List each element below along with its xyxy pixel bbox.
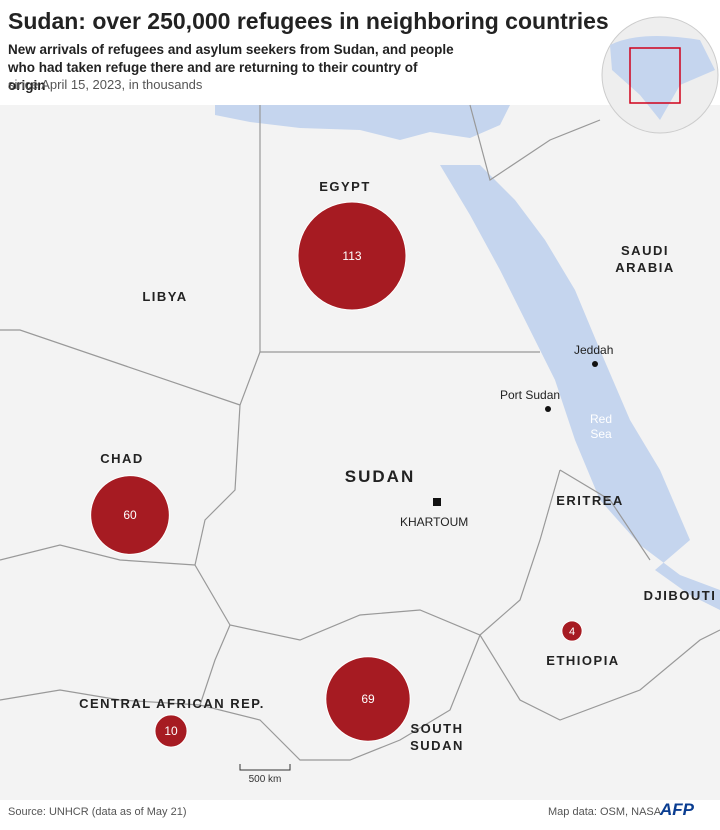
- border: [479, 629, 720, 721]
- bubble-label: 113: [342, 249, 361, 263]
- country-label: SOUTH SUDAN: [410, 721, 464, 753]
- borders: [0, 104, 720, 761]
- capital-marker: [433, 498, 441, 506]
- credit: Map data: OSM, NASA: [548, 806, 662, 818]
- note: since April 15, 2023, in thousands: [8, 77, 203, 92]
- bubble-label: 60: [123, 508, 137, 522]
- globe-water: [610, 36, 715, 120]
- city-label: Jeddah: [574, 343, 614, 357]
- country-label: CENTRAL AFRICAN REP.: [79, 696, 265, 711]
- border: [469, 104, 601, 181]
- country-label: CHAD: [100, 451, 144, 466]
- globe-frame: [629, 47, 681, 104]
- bubble: [154, 714, 188, 748]
- subtitle: New arrivals of refugees and asylum seek…: [8, 42, 454, 93]
- country-label: LIBYA: [142, 289, 188, 304]
- city-dot: [592, 361, 598, 367]
- title: Sudan: over 250,000 refugees in neighbor…: [8, 8, 609, 34]
- bubble-label: 4: [569, 626, 575, 638]
- scale-bar: [239, 764, 291, 771]
- city-dot: [545, 406, 551, 412]
- bubbles: 113 60 69 10 4: [90, 201, 583, 748]
- red-sea: [440, 165, 720, 610]
- bubble: [325, 656, 411, 742]
- border: [0, 329, 241, 406]
- country-label: ETHIOPIA: [546, 653, 620, 668]
- water-label: Red Sea: [589, 412, 612, 441]
- bubble: [90, 475, 170, 555]
- bubble: [297, 201, 407, 311]
- country-label: SUDAN: [344, 467, 416, 486]
- city-label: KHARTOUM: [400, 515, 469, 529]
- border: [199, 624, 231, 706]
- border: [0, 634, 481, 761]
- border: [194, 351, 561, 641]
- country-label: SAUDI ARABIA: [615, 243, 675, 275]
- country-label: ERITREA: [556, 493, 624, 508]
- country-label: EGYPT: [319, 179, 371, 194]
- bubble: [561, 620, 583, 642]
- mediterranean: [215, 105, 510, 140]
- logo: AFP: [660, 800, 694, 819]
- bubble-label: 69: [361, 692, 375, 706]
- bubble-label: 10: [164, 724, 178, 738]
- scale-label: 500 km: [249, 774, 282, 785]
- border: [559, 469, 651, 561]
- city-label: Port Sudan: [500, 388, 561, 402]
- country-label: DJIBOUTI: [643, 588, 717, 603]
- source: Source: UNHCR (data as of May 21): [8, 806, 187, 818]
- border: [0, 544, 196, 566]
